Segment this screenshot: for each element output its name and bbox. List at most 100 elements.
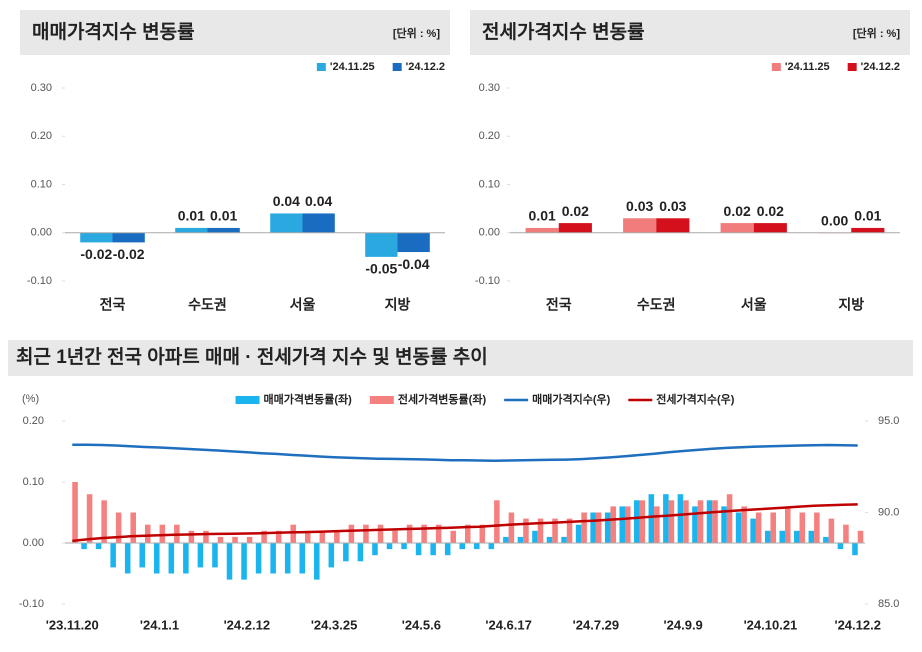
bar — [319, 530, 326, 543]
bar — [217, 536, 224, 543]
bar — [357, 543, 364, 562]
y-tick-label: -0.10 — [27, 275, 52, 287]
x-tick-label: '24.10.21 — [744, 617, 798, 632]
bar — [785, 506, 791, 543]
bar — [415, 543, 422, 556]
bar — [392, 530, 398, 543]
bar — [115, 512, 122, 543]
legend-label: 전세가격지수(우) — [656, 392, 735, 406]
bar — [770, 512, 776, 543]
x-tick-label: 지방 — [385, 297, 411, 313]
bar — [525, 227, 559, 233]
y-axis-label: (%) — [22, 393, 39, 405]
bar — [503, 536, 509, 543]
value-label: 0.04 — [273, 193, 300, 209]
bar — [663, 494, 669, 543]
y-tick-label: 0.20 — [479, 130, 500, 142]
bar — [726, 494, 733, 543]
bar — [712, 500, 718, 543]
y2-tick-label: 85.0 — [878, 598, 899, 610]
chart-title: 전세가격지수 변동률 — [482, 21, 645, 43]
bar — [721, 506, 727, 543]
bar — [753, 223, 787, 233]
bar — [348, 524, 355, 543]
bar — [101, 500, 107, 543]
x-tick-label: 지방 — [838, 297, 864, 313]
legend-label: '24.11.25 — [330, 61, 375, 73]
bar — [654, 506, 660, 543]
unit: [단위 : %] — [853, 26, 900, 40]
bar — [604, 512, 611, 543]
bar — [246, 536, 253, 543]
legend-label: '24.12.2 — [406, 61, 445, 73]
x-tick-label: 수도권 — [188, 297, 227, 313]
bar — [851, 227, 885, 233]
x-tick-label: 전국 — [100, 297, 126, 313]
bar — [837, 543, 844, 550]
line — [72, 503, 858, 543]
bar — [377, 524, 384, 543]
bar — [450, 530, 456, 543]
bar — [814, 512, 820, 543]
y-tick-label: 0.10 — [479, 178, 500, 190]
y-tick-label: 0.00 — [23, 537, 44, 549]
title-banner — [470, 10, 910, 55]
legend-label: 매매가격지수(우) — [532, 392, 611, 406]
y-tick-label: -0.10 — [19, 598, 44, 610]
value-label: 0.03 — [626, 198, 653, 214]
bar — [706, 500, 713, 543]
bar — [421, 524, 427, 543]
bar — [212, 543, 218, 568]
bar — [270, 543, 276, 574]
bar — [372, 543, 378, 556]
value-label: 0.01 — [210, 208, 237, 224]
x-tick-label: '24.6.17 — [485, 617, 531, 632]
bar — [365, 232, 398, 257]
bar — [857, 530, 864, 543]
bar — [302, 213, 335, 233]
bar — [648, 494, 655, 543]
bar — [697, 500, 704, 543]
x-tick-label: '24.7.29 — [573, 617, 619, 632]
bar — [735, 512, 742, 543]
bar — [130, 512, 136, 543]
bar — [677, 494, 684, 543]
y-tick-label: 0.20 — [31, 130, 52, 142]
value-label: 0.02 — [562, 203, 589, 219]
value-label: 0.04 — [305, 193, 332, 209]
chart-title: 최근 1년간 전국 아파트 매매 · 전세가격 지수 및 변동률 추이 — [16, 346, 488, 368]
bar — [72, 482, 78, 543]
bar — [232, 536, 238, 543]
bar — [595, 512, 602, 543]
bar — [139, 543, 145, 568]
value-label: 0.01 — [529, 208, 556, 224]
bar — [197, 543, 204, 568]
x-tick-label: '24.1.1 — [140, 617, 179, 632]
legend-swatch — [771, 63, 781, 71]
bar — [799, 512, 806, 543]
bar — [465, 524, 471, 543]
bar — [124, 543, 131, 574]
bar — [183, 543, 189, 574]
bar — [261, 530, 267, 543]
y-tick-label: 0.10 — [31, 178, 52, 190]
bar — [561, 536, 567, 543]
y-tick-label: 0.00 — [31, 227, 52, 239]
bar — [80, 232, 113, 243]
bar — [203, 530, 209, 543]
bar — [692, 506, 698, 543]
line — [72, 443, 858, 462]
bar — [159, 524, 166, 543]
y-tick-label: 0.20 — [23, 415, 44, 427]
bar — [590, 512, 596, 543]
bar — [683, 500, 689, 543]
bar — [532, 530, 538, 543]
bar — [794, 530, 800, 543]
y-tick-label: 0.10 — [23, 476, 44, 488]
bar — [537, 518, 544, 543]
legend-swatch — [316, 63, 326, 71]
bar — [852, 543, 858, 556]
bar — [110, 543, 116, 568]
bar — [241, 543, 247, 580]
